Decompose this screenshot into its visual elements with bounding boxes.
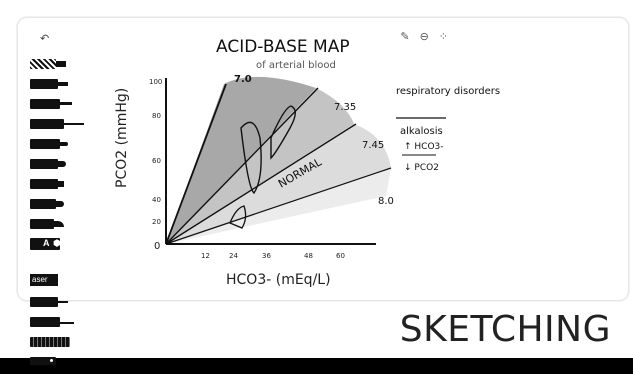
tool-color-swatch[interactable] bbox=[30, 354, 90, 370]
app-frame: ↶ bbox=[17, 17, 629, 365]
x-ticks: 12 24 36 48 60 bbox=[201, 252, 345, 260]
tool-pattern-brush[interactable] bbox=[30, 56, 90, 72]
acid-base-sketch: 100 80 60 40 20 0 12 24 36 48 60 PCO2 (m… bbox=[114, 37, 500, 288]
ph-label-8-0: 8.0 bbox=[378, 196, 394, 207]
tool-divider bbox=[30, 256, 90, 270]
undo-icon[interactable]: ↶ bbox=[40, 33, 50, 45]
ph-label-7-45: 7.45 bbox=[362, 140, 384, 151]
drawing-canvas[interactable]: 100 80 60 40 20 0 12 24 36 48 60 PCO2 (m… bbox=[86, 18, 626, 300]
slide: ↶ bbox=[0, 0, 633, 365]
tool-nib[interactable] bbox=[30, 216, 90, 232]
tool-fineliner[interactable] bbox=[30, 136, 90, 152]
x-tick-48: 48 bbox=[304, 252, 313, 260]
boundary-7-0 bbox=[165, 83, 227, 245]
note-line-3: ↓ PCO2 bbox=[404, 163, 439, 173]
y-tick-0: 0 bbox=[154, 241, 160, 252]
ph-label-7-0: 7.0 bbox=[234, 74, 252, 85]
y-tick-20: 20 bbox=[152, 218, 161, 226]
eraser-label: aser bbox=[30, 274, 58, 286]
zone-7-0 bbox=[166, 76, 316, 244]
y-ticks: 100 80 60 40 20 0 bbox=[149, 78, 162, 252]
tool-smudge[interactable] bbox=[30, 294, 90, 310]
tool-highlighter[interactable] bbox=[30, 176, 90, 192]
tool-stamp[interactable] bbox=[30, 314, 90, 330]
x-axis-label: HCO3- (mEq/L) bbox=[226, 272, 331, 288]
boundary-8-0 bbox=[165, 167, 392, 245]
tool-ruler[interactable] bbox=[30, 334, 90, 350]
y-tick-40: 40 bbox=[152, 196, 161, 204]
slide-caption: SKETCHING bbox=[399, 309, 611, 350]
boundary-7-45 bbox=[165, 123, 357, 245]
sketch-subtitle: of arterial blood bbox=[256, 60, 336, 71]
tool-calligraphy[interactable] bbox=[30, 196, 90, 212]
canvas-toolbar: ✎ ⊖ ⁘ bbox=[400, 30, 448, 43]
tool-pen[interactable] bbox=[30, 96, 90, 112]
zone-7-45 bbox=[166, 124, 391, 244]
tool-text-shape[interactable]: A ⬢ bbox=[30, 236, 90, 252]
y-axis-label: PCO2 (mmHg) bbox=[114, 88, 130, 188]
tool-brush[interactable] bbox=[30, 156, 90, 172]
side-note: respiratory disorders alkalosis ↑ HCO3- … bbox=[396, 86, 500, 173]
note-title: respiratory disorders bbox=[396, 86, 500, 97]
grid-icon[interactable]: ⁘ bbox=[438, 31, 448, 43]
y-tick-60: 60 bbox=[152, 157, 161, 165]
x-tick-60: 60 bbox=[336, 252, 345, 260]
tool-marker[interactable] bbox=[30, 76, 90, 92]
note-line-1: alkalosis bbox=[400, 126, 443, 137]
ph-label-7-35: 7.35 bbox=[334, 102, 356, 113]
tool-palette: ↶ bbox=[18, 18, 86, 365]
shape-icon: ⬢ bbox=[53, 238, 61, 248]
x-tick-12: 12 bbox=[201, 252, 210, 260]
y-tick-80: 80 bbox=[152, 112, 161, 120]
outline-lower-lobe bbox=[229, 205, 247, 229]
more-icon[interactable]: ⊖ bbox=[419, 31, 429, 43]
x-tick-24: 24 bbox=[229, 252, 238, 260]
text-tool-label: A bbox=[43, 238, 50, 248]
tool-pencil[interactable] bbox=[30, 116, 90, 132]
boundary-7-35 bbox=[165, 87, 319, 245]
tool-eraser[interactable]: aser bbox=[30, 274, 90, 290]
pen-icon[interactable]: ✎ bbox=[400, 31, 410, 43]
outline-right-lobe bbox=[270, 105, 296, 160]
zone-7-35 bbox=[166, 88, 354, 244]
sketch-title: ACID-BASE MAP bbox=[216, 37, 350, 57]
note-line-2: ↑ HCO3- bbox=[404, 142, 444, 152]
ph-labels: 7.0 7.35 7.45 8.0 bbox=[234, 74, 394, 207]
tool-list: A ⬢ aser bbox=[30, 56, 90, 374]
outline-left-lobe bbox=[240, 121, 262, 195]
x-tick-36: 36 bbox=[262, 252, 271, 260]
y-tick-100: 100 bbox=[149, 78, 162, 86]
